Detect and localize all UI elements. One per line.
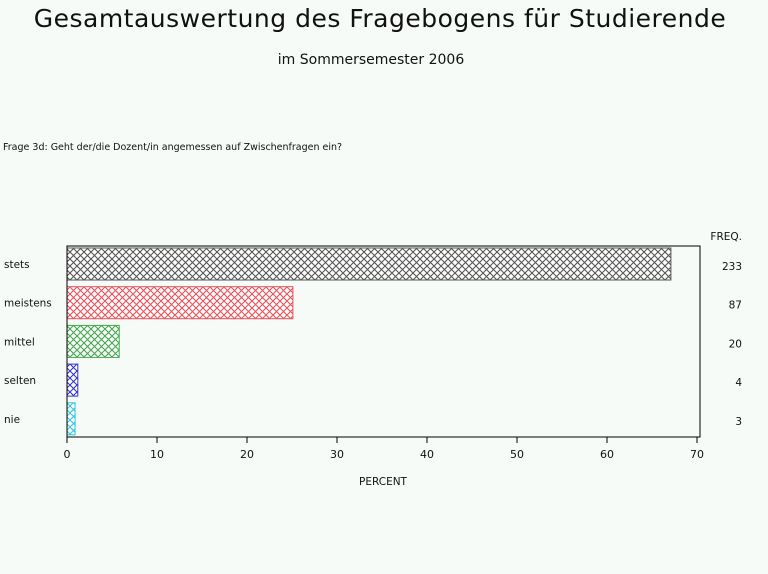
freq-value-meistens: 87	[729, 300, 742, 312]
bar-meistens	[66, 286, 294, 320]
x-tick-label: 60	[600, 448, 614, 461]
category-label-stets: stets	[4, 259, 30, 271]
x-tick-label: 50	[510, 448, 524, 461]
question-text: Frage 3d: Geht der/die Dozent/in angemes…	[3, 142, 343, 153]
chart-subtitle: im Sommersemester 2006	[277, 52, 465, 68]
category-label-selten: selten	[4, 375, 36, 387]
x-axis-label: PERCENT	[359, 476, 408, 488]
category-label-nie: nie	[4, 414, 20, 426]
bar-nie	[66, 402, 76, 436]
bar-stets	[66, 247, 672, 281]
x-tick-label: 70	[690, 448, 704, 461]
category-label-meistens: meistens	[4, 298, 52, 310]
chart-title: Gesamtauswertung des Fragebogens für Stu…	[33, 4, 727, 33]
x-tick-label: 10	[150, 448, 164, 461]
freq-value-mittel: 20	[729, 338, 742, 350]
x-tick-label: 0	[64, 448, 71, 461]
freq-value-selten: 4	[735, 377, 742, 389]
x-tick-label: 40	[420, 448, 434, 461]
freq-value-stets: 233	[722, 261, 742, 273]
freq-value-nie: 3	[735, 416, 742, 428]
bar-mittel	[66, 324, 120, 358]
x-tick-label: 30	[330, 448, 344, 461]
plot-frame	[66, 245, 701, 438]
category-label-mittel: mittel	[4, 336, 35, 348]
freq-header: FREQ.	[710, 231, 742, 243]
x-tick-label: 20	[240, 448, 254, 461]
bar-selten	[66, 363, 79, 397]
